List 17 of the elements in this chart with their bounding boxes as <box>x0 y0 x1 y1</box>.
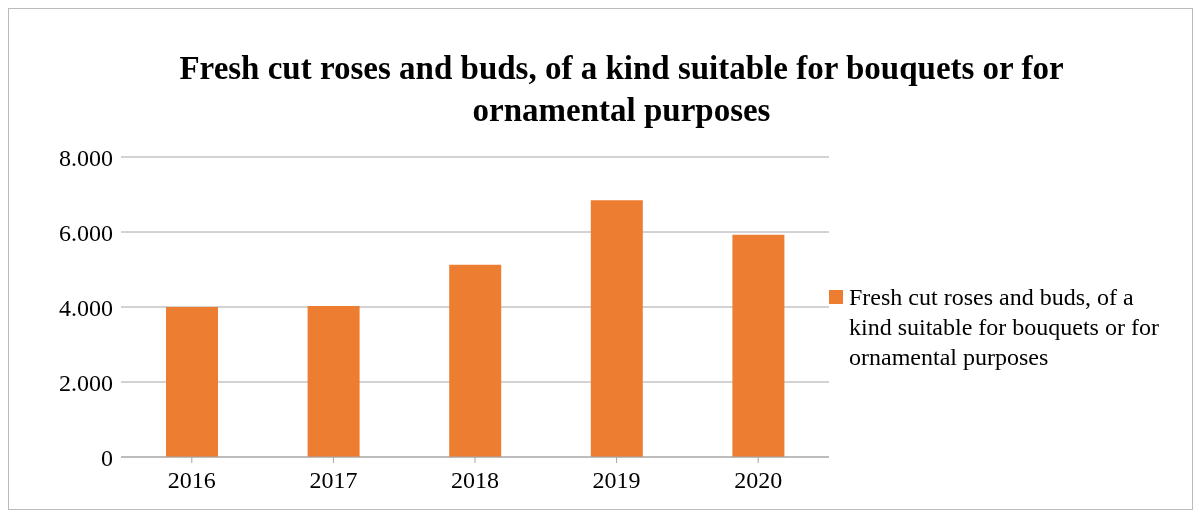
bar <box>449 264 502 457</box>
bar <box>732 234 785 457</box>
bar <box>307 305 360 457</box>
y-tick-label: 4.000 <box>59 294 113 321</box>
x-tick-label: 2018 <box>451 467 499 494</box>
y-tick-label: 0 <box>101 444 113 471</box>
chart-title: Fresh cut roses and buds, of a kind suitable for bouquets or for ornamental purposes <box>178 49 1065 130</box>
bar <box>166 307 218 457</box>
x-tick-label: 2019 <box>592 467 641 494</box>
x-tick-label: 2017 <box>309 467 358 494</box>
y-tick-label: 2.000 <box>59 369 113 396</box>
x-tick-label: 2020 <box>734 467 783 494</box>
x-tick-label: 2016 <box>167 467 216 494</box>
y-tick-label: 8.000 <box>59 144 113 171</box>
bar <box>590 200 643 457</box>
y-tick-label: 6.000 <box>59 219 113 246</box>
legend-label: Fresh cut roses and buds, of a kind suitable for bouquets or for ornamental purposes <box>849 283 1160 372</box>
